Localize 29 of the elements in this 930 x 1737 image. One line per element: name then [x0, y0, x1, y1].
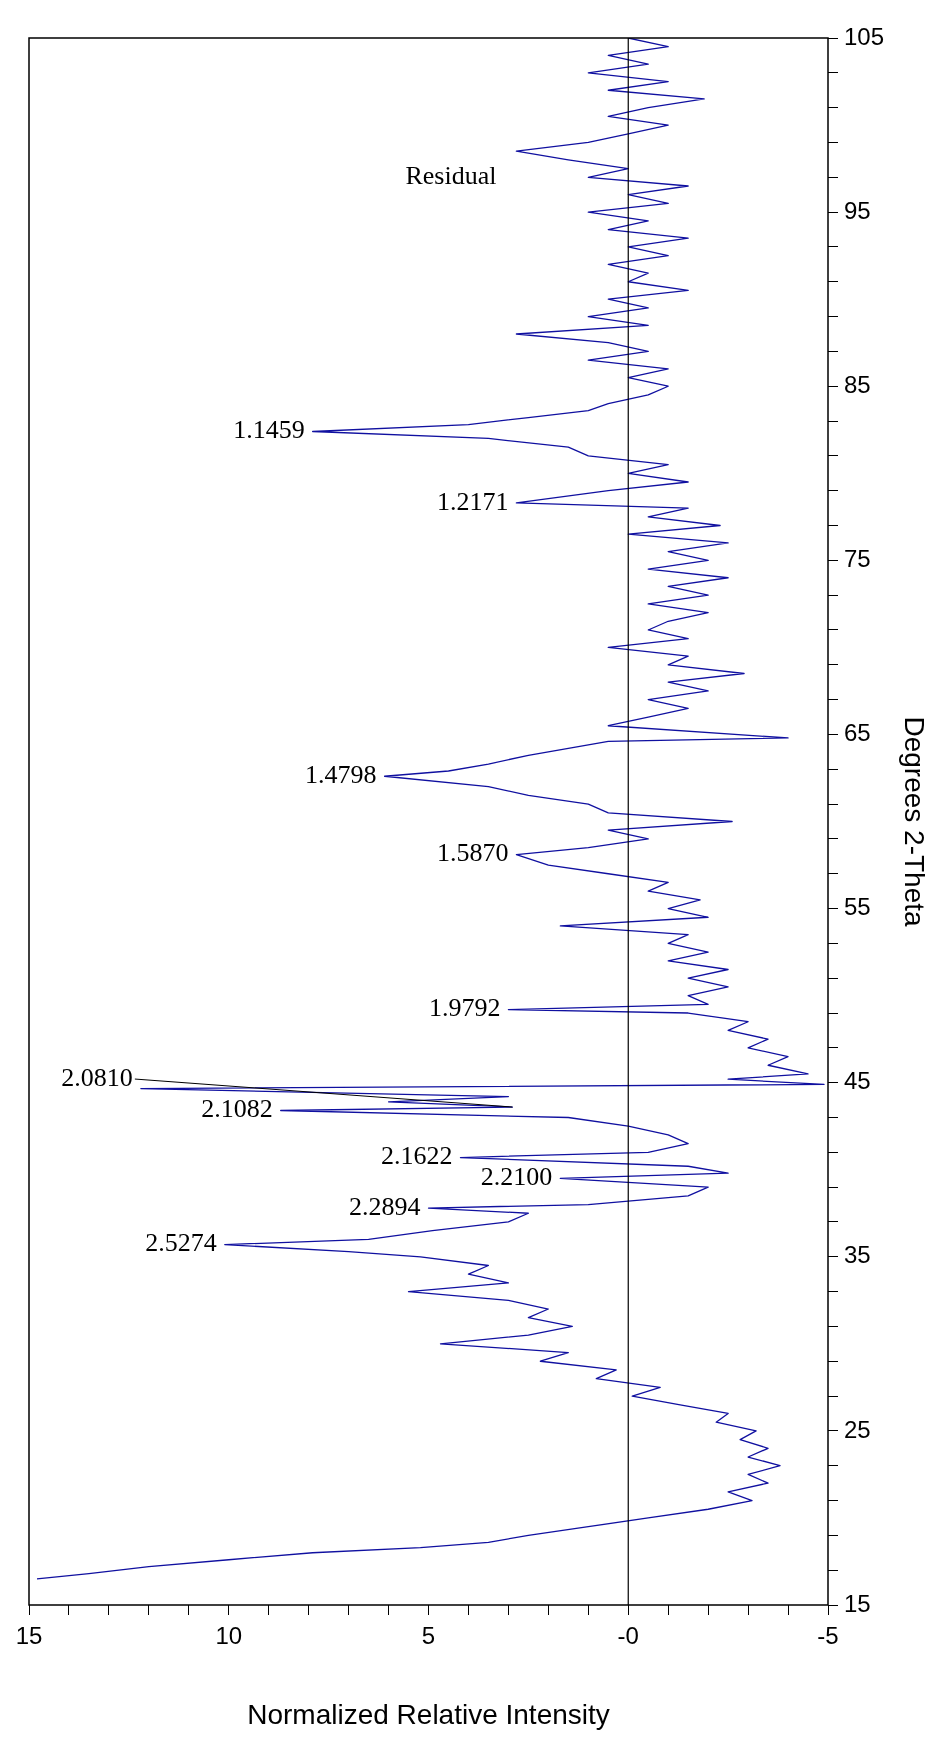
annotation: 2.2894 [349, 1191, 421, 1221]
annotation: 1.9792 [428, 993, 501, 1023]
x-tick-label: 5 [421, 1622, 436, 1650]
y-tick-label: 25 [844, 1415, 871, 1443]
y-axis-title: Degrees 2-Theta [899, 716, 930, 927]
y-tick-label: 105 [844, 22, 885, 50]
x-axis-title: Normalized Relative Intensity [247, 1698, 610, 1730]
x-tick-label: -5 [817, 1622, 839, 1650]
y-tick-label: 85 [844, 370, 871, 398]
annotation: 1.2171 [436, 486, 509, 516]
y-tick-label: 35 [844, 1241, 871, 1269]
annotation: 2.5274 [145, 1228, 217, 1258]
y-tick-label: 65 [844, 719, 871, 747]
annotation: 2.1622 [380, 1141, 453, 1171]
annotation: 2.1082 [201, 1094, 273, 1124]
x-tick-label: 15 [15, 1622, 43, 1650]
annotation: 2.0810 [61, 1062, 133, 1092]
y-tick-label: 45 [844, 1067, 871, 1095]
y-tick-label: 95 [844, 196, 871, 224]
annotation: 1.5870 [436, 838, 509, 868]
annotation: 2.2100 [480, 1162, 553, 1192]
y-tick-label: 75 [844, 544, 871, 572]
annotation: 1.4798 [305, 760, 377, 790]
y-tick-label: 55 [844, 893, 871, 921]
annotation: Residual [405, 161, 497, 191]
x-tick-label: -0 [617, 1622, 639, 1650]
annotation: 1.1459 [233, 415, 305, 445]
x-tick-label: 10 [215, 1622, 243, 1650]
y-tick-label: 15 [844, 1589, 871, 1617]
